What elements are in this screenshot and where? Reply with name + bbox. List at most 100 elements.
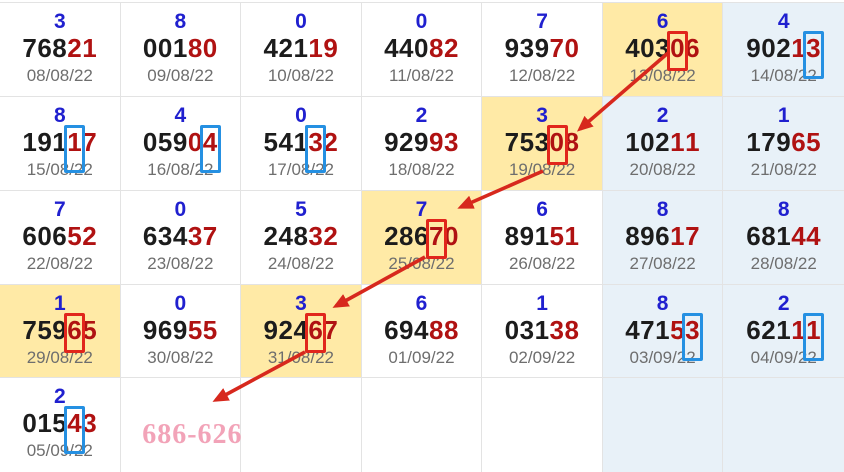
draw-top-digit: 6 — [656, 10, 669, 33]
draw-top-digit: 2 — [656, 104, 669, 127]
draw-top-digit: 4 — [174, 104, 187, 127]
draw-number: 00180 — [142, 33, 218, 63]
digit-box-annotation: 7 — [425, 219, 447, 259]
draw-number: 60652 — [22, 221, 98, 251]
result-cell: 6 40306 13/08/22 — [602, 3, 724, 97]
result-cell: 8 89617 27/08/22 — [602, 191, 724, 285]
draw-date: 11/08/22 — [389, 66, 454, 85]
draw-number: 44082 — [384, 33, 459, 63]
draw-date: 23/08/22 — [147, 254, 214, 273]
draw-number: 47153 — [625, 313, 704, 361]
draw-date: 26/08/22 — [508, 254, 576, 273]
draw-date: 24/08/22 — [267, 254, 335, 273]
draw-date: 12/08/22 — [508, 66, 576, 85]
draw-number: 93970 — [504, 33, 580, 63]
draw-number: 92467 — [263, 313, 339, 353]
draw-number: 24832 — [263, 221, 339, 251]
draw-date: 05/09/22 — [26, 441, 93, 460]
result-cell: 8 00180 09/08/22 — [120, 3, 242, 97]
draw-top-digit: 1 — [777, 104, 790, 127]
result-cell — [241, 378, 362, 472]
draw-number: 17965 — [746, 127, 822, 157]
draw-top-digit: 3 — [295, 292, 307, 315]
draw-number: 63437 — [142, 221, 218, 251]
result-cell: 8 47153 03/09/22 — [602, 285, 724, 378]
draw-date: 01/09/22 — [388, 348, 455, 367]
digit-box-annotation: 0 — [546, 125, 568, 165]
draw-date: 31/08/22 — [267, 348, 335, 367]
result-cell: 3 76821 08/08/22 — [0, 3, 121, 97]
draw-date: 30/08/22 — [147, 348, 214, 367]
draw-date: 22/08/22 — [26, 254, 93, 273]
draw-number: 03138 — [504, 315, 580, 345]
draw-top-digit: 3 — [536, 104, 548, 127]
draw-top-digit: 1 — [536, 292, 548, 315]
digit-box-annotation: 4 — [199, 125, 221, 173]
result-cell: 686-626 — [120, 378, 242, 472]
result-cell: 0 42119 10/08/22 — [241, 3, 362, 97]
draw-top-digit: 2 — [415, 104, 428, 127]
draw-top-digit: 6 — [536, 198, 548, 221]
result-cell: 8 68144 28/08/22 — [723, 191, 844, 285]
draw-number: 92993 — [384, 127, 459, 157]
result-cell: 0 44082 11/08/22 — [361, 3, 483, 97]
draw-number: 40306 — [625, 31, 701, 71]
result-cell: 2 10211 20/08/22 — [602, 97, 724, 191]
draw-number: 75965 — [22, 313, 98, 353]
draw-top-digit: 7 — [415, 198, 428, 221]
draw-number: 28670 — [384, 219, 459, 259]
draw-top-digit: 8 — [174, 10, 187, 33]
draw-number: 10211 — [625, 127, 701, 157]
digit-box-annotation: 3 — [803, 31, 825, 79]
result-cell — [482, 378, 603, 472]
draw-date: 21/08/22 — [750, 160, 817, 179]
draw-top-digit: 6 — [415, 292, 428, 315]
result-cell: 7 93970 12/08/22 — [482, 3, 603, 97]
draw-top-digit: 0 — [295, 10, 307, 33]
result-cell: 7 60652 22/08/22 — [0, 191, 121, 285]
digit-box-annotation: 0 — [667, 31, 689, 71]
draw-date: 18/08/22 — [388, 160, 455, 179]
draw-number: 54132 — [263, 125, 339, 173]
draw-date: 10/08/22 — [267, 66, 335, 85]
draw-date: 09/08/22 — [147, 66, 214, 85]
result-cell: 1 03138 02/09/22 — [482, 285, 603, 378]
draw-top-digit: 2 — [53, 385, 66, 408]
result-cell: 8 19117 15/08/22 — [0, 97, 121, 191]
result-cell: 1 17965 21/08/22 — [723, 97, 844, 191]
draw-top-digit: 2 — [777, 292, 790, 315]
draw-number: 89617 — [625, 221, 701, 251]
digit-box-annotation: 1 — [64, 125, 86, 173]
draw-number: 89151 — [504, 221, 580, 251]
result-cell: 2 92993 18/08/22 — [361, 97, 483, 191]
draw-number: 75308 — [504, 125, 580, 165]
draw-date: 03/09/22 — [629, 348, 696, 367]
draw-top-digit: 7 — [536, 10, 548, 33]
draw-top-digit: 0 — [174, 292, 187, 315]
draw-date: 28/08/22 — [750, 254, 817, 273]
draw-number: 96955 — [142, 315, 218, 345]
draw-date: 13/08/22 — [629, 66, 696, 85]
digit-box-annotation: 6 — [305, 313, 327, 353]
draw-date: 14/08/22 — [750, 66, 817, 85]
result-cell: 4 05904 16/08/22 — [120, 97, 242, 191]
result-cell — [723, 378, 844, 472]
result-cell: 0 54132 17/08/22 — [241, 97, 362, 191]
draw-top-digit: 4 — [777, 10, 790, 33]
draw-date: 27/08/22 — [629, 254, 696, 273]
draw-number: 05904 — [142, 125, 221, 173]
draw-date: 17/08/22 — [267, 160, 335, 179]
result-cell — [602, 378, 724, 472]
result-cell: 6 89151 26/08/22 — [482, 191, 603, 285]
draw-number: 69488 — [384, 315, 459, 345]
result-cell: 0 63437 23/08/22 — [120, 191, 242, 285]
result-cell: 3 75308 19/08/22 — [482, 97, 603, 191]
draw-top-digit: 8 — [53, 104, 66, 127]
draw-top-digit: 1 — [53, 292, 66, 315]
draw-number: 68144 — [746, 221, 822, 251]
draw-top-digit: 8 — [777, 198, 790, 221]
result-cell: 3 92467 31/08/22 — [241, 285, 362, 378]
digit-box-annotation: 1 — [803, 313, 825, 361]
result-cell: 2 01543 05/09/22 — [0, 378, 121, 472]
